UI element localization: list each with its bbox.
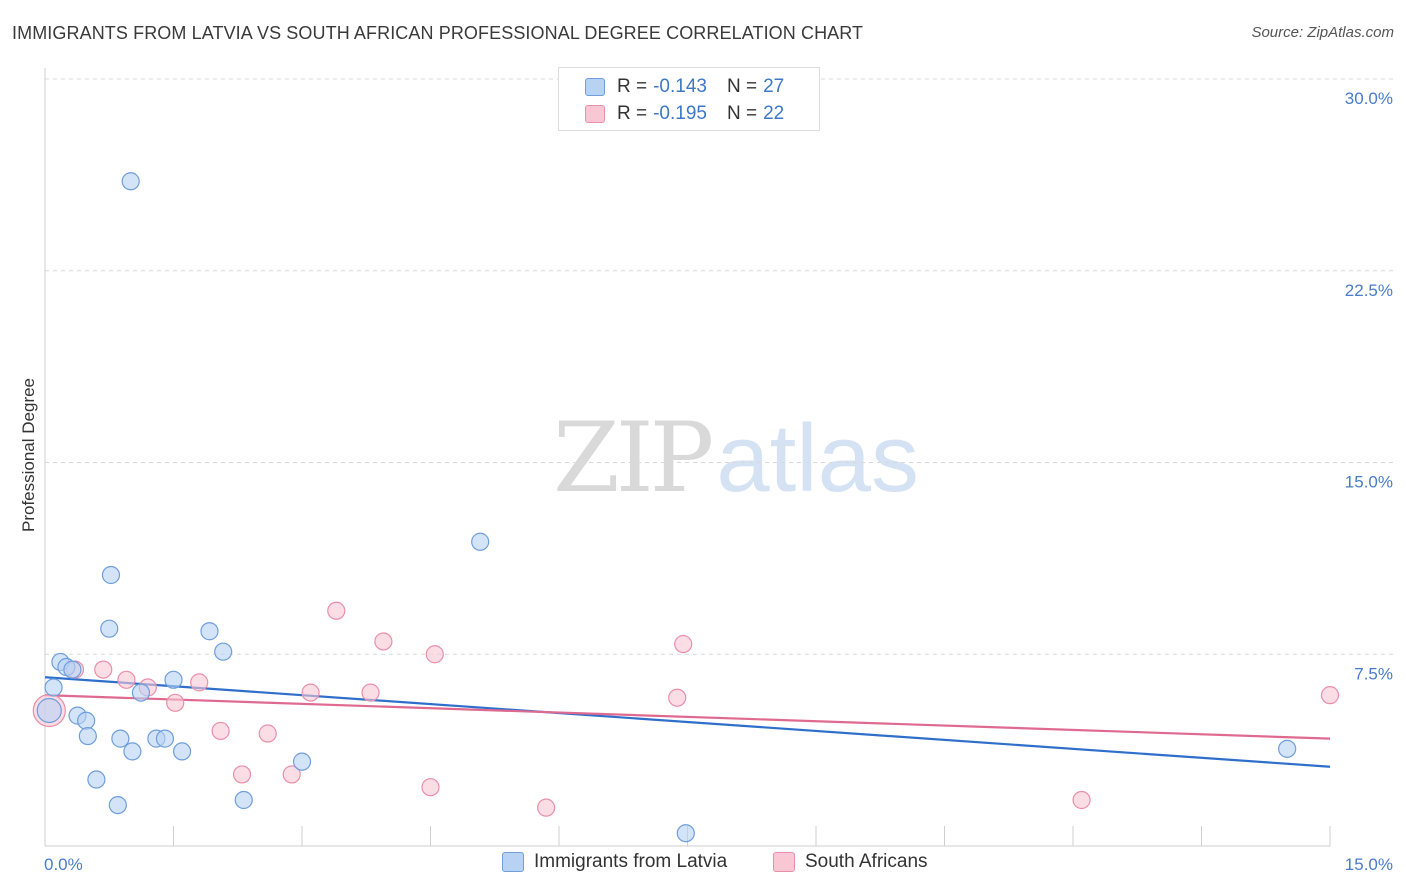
latvia-point — [172, 742, 192, 761]
y-tick-label: 7.5% — [1354, 664, 1393, 683]
south-african-point — [117, 670, 136, 689]
latvia-point — [1278, 739, 1297, 758]
latvia-point — [155, 729, 175, 748]
latvia-point — [101, 565, 121, 585]
stats-legend-row-sa: R = -0.195 N = 22 — [585, 102, 784, 126]
latvia-swatch — [585, 78, 605, 96]
south-african-point — [282, 765, 301, 784]
stats-legend: R = -0.143 N = 27 R = -0.195 N = 22 — [558, 67, 820, 131]
sa-r-value: -0.195 — [653, 103, 707, 124]
y-axis-label: Professional Degree — [19, 378, 38, 532]
south-african-point — [211, 721, 230, 741]
south-african-point — [327, 601, 346, 620]
south-african-point — [190, 673, 209, 692]
chart-title: IMMIGRANTS FROM LATVIA VS SOUTH AFRICAN … — [12, 23, 864, 43]
south-african-point — [166, 693, 185, 712]
series-legend-latvia-label: Immigrants from Latvia — [534, 851, 728, 872]
latvia-point — [471, 532, 490, 551]
south-african-point — [668, 688, 687, 707]
series-legend-sa-swatch — [773, 852, 795, 872]
latvia-r-value: -0.143 — [653, 76, 707, 97]
south-african-point — [1072, 790, 1091, 810]
axis-layer: 7.5% 15.0% 22.5% 30.0% 0.0% 15.0% — [44, 68, 1393, 874]
latvia-point — [87, 770, 106, 789]
south-african-point — [232, 765, 252, 784]
x-tick-label: 0.0% — [44, 855, 83, 874]
series-legend: Immigrants from Latvia South Africans — [0, 851, 1406, 877]
latvia-point — [676, 824, 695, 843]
y-tick-label: 30.0% — [1345, 89, 1393, 108]
y-tick-label: 22.5% — [1345, 281, 1393, 300]
series-legend-latvia: Immigrants from Latvia — [502, 851, 727, 873]
latvia-point — [77, 711, 96, 730]
latvia-point — [108, 795, 127, 815]
sa-r-label: R = — [617, 103, 648, 124]
source-credit: Source: ZipAtlas.com — [1251, 24, 1394, 41]
latvia-point — [123, 742, 142, 761]
trend-layer — [44, 676, 1331, 768]
latvia-point — [36, 697, 62, 724]
south-african-point — [425, 645, 444, 664]
series-legend-sa-label: South Africans — [805, 851, 928, 872]
latvia-trendline — [44, 676, 1331, 768]
series-legend-sa: South Africans — [773, 851, 928, 873]
watermark-atlas: atlas — [716, 405, 919, 512]
latvia-r-label: R = — [617, 76, 648, 97]
watermark: ZIPatlas — [553, 402, 919, 514]
grid-layer — [45, 78, 1395, 655]
south-african-point — [374, 632, 393, 651]
latvia-point — [292, 752, 312, 771]
latvia-point — [164, 670, 183, 689]
sa-n-label: N = — [726, 103, 758, 124]
latvia-point — [234, 790, 253, 810]
latvia-point — [121, 172, 140, 191]
latvia-point — [131, 683, 151, 702]
south-african-point — [537, 798, 556, 817]
latvia-point — [200, 622, 219, 641]
south-african-trendline — [44, 694, 1331, 740]
sa-swatch — [585, 105, 605, 123]
latvia-n-label: N = — [726, 76, 758, 97]
south-african-point — [301, 683, 320, 702]
y-tick-label: 15.0% — [1345, 473, 1393, 492]
south-african-point — [1320, 686, 1340, 705]
south-african-point — [361, 683, 380, 702]
series-legend-latvia-swatch — [502, 852, 524, 872]
south-african-point — [258, 724, 277, 743]
sa-n-value: 22 — [763, 103, 785, 124]
south-african-point — [94, 660, 113, 679]
latvia-point — [214, 642, 233, 661]
latvia-point — [63, 660, 82, 679]
latvia-point — [44, 678, 63, 697]
stats-legend-row-latvia: R = -0.143 N = 27 — [585, 75, 784, 99]
latvia-n-value: 27 — [763, 76, 785, 97]
x-tick-label: 15.0% — [1345, 855, 1393, 874]
south-african-point — [421, 778, 440, 797]
latvia-point — [78, 726, 97, 746]
latvia-point — [111, 729, 130, 748]
latvia-point — [100, 619, 119, 638]
watermark-zip: ZIP — [553, 402, 714, 514]
south-african-point — [674, 634, 693, 654]
point-layer — [32, 172, 1340, 843]
